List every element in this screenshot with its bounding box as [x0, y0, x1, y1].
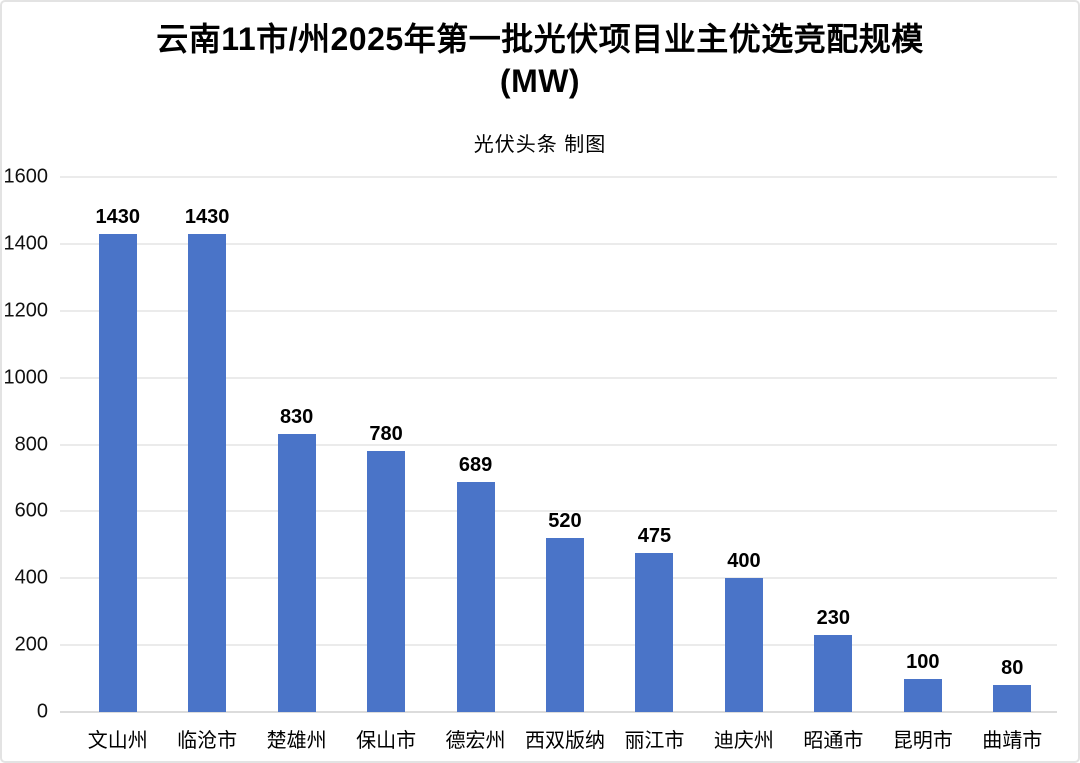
bar-保山市 [367, 451, 406, 712]
bar-楚雄州 [277, 434, 316, 712]
bars-row: 1430 文山州 1430 临沧市 830 楚雄州 780 保山市 689 德宏州 520 西双版纳 4… [73, 177, 1057, 752]
bar-slot-昭通市: 230 昭通市 [789, 177, 878, 752]
bar-value-label: 100 [906, 650, 940, 673]
gridline-0 [60, 711, 1057, 713]
bar-昆明市 [903, 678, 942, 712]
category-label: 文山州 [87, 730, 148, 752]
ytick-label-800: 800 [14, 433, 48, 455]
chart-title-text: 云南11市/州2025年第一批光伏项目业主优选竞配规模 [156, 21, 924, 57]
ytick-label-600: 600 [14, 499, 48, 522]
bar-slot-西双版纳: 520 西双版纳 [520, 177, 609, 752]
bar-迪庆州 [724, 578, 763, 712]
category-label: 西双版纳 [524, 730, 605, 752]
category-label: 丽江市 [624, 730, 685, 752]
bar-slot-德宏州: 689 德宏州 [431, 177, 520, 752]
gridline-600 [60, 510, 1057, 513]
gridline-800 [60, 443, 1057, 446]
bar-昭通市 [814, 635, 853, 712]
bar-slot-临沧市: 1430 临沧市 [162, 177, 251, 752]
bar-value-label: 1430 [95, 205, 140, 228]
bar-曲靖市 [993, 685, 1032, 712]
bar-德宏州 [456, 481, 495, 712]
ytick-label-0: 0 [36, 700, 48, 723]
bar-value-label: 689 [458, 453, 493, 476]
ytick-label-1200: 1200 [3, 299, 49, 322]
category-label: 德宏州 [445, 730, 506, 752]
category-label: 昆明市 [892, 730, 953, 752]
ytick-label-1000: 1000 [3, 366, 49, 389]
plot-area: 0 200 400 600 800 1000 1200 1400 1600 1430 文山州 143… [4, 166, 1057, 752]
bar-slot-丽江市: 475 丽江市 [610, 177, 699, 752]
chart-subtitle: 光伏头条 制图 [473, 134, 607, 157]
chart-title: 云南11市/州2025年第一批光伏项目业主优选竞配规模 (MW) [2, 19, 1078, 102]
bar-value-label: 475 [637, 525, 672, 548]
gridline-1400 [60, 242, 1057, 245]
bar-临沧市 [188, 233, 227, 712]
bar-value-label: 400 [727, 550, 761, 573]
bar-value-label: 830 [279, 406, 314, 429]
bar-丽江市 [635, 553, 674, 712]
bar-value-label: 780 [369, 423, 403, 446]
ytick-label-200: 200 [14, 633, 48, 656]
bar-slot-曲靖市: 80 曲靖市 [968, 177, 1057, 752]
bar-slot-迪庆州: 400 迪庆州 [699, 177, 788, 752]
bar-value-label: 520 [548, 510, 582, 533]
category-label: 临沧市 [177, 730, 238, 752]
category-label: 保山市 [356, 730, 417, 752]
category-label: 楚雄州 [266, 730, 327, 752]
ytick-label-400: 400 [14, 566, 48, 589]
bar-文山州 [98, 233, 137, 712]
ytick-label-1600: 1600 [3, 165, 49, 188]
bar-slot-昆明市: 100 昆明市 [878, 177, 967, 752]
bar-西双版纳 [545, 538, 584, 712]
bar-slot-保山市: 780 保山市 [341, 177, 430, 752]
bar-value-label: 80 [1001, 657, 1024, 680]
bar-slot-楚雄州: 830 楚雄州 [252, 177, 341, 752]
bar-value-label: 230 [816, 607, 851, 630]
gridline-1600 [60, 176, 1057, 178]
gridline-1000 [60, 376, 1057, 379]
category-label: 曲靖市 [982, 730, 1043, 752]
gridline-1200 [60, 309, 1057, 312]
ytick-label-1400: 1400 [3, 232, 49, 255]
chart-title-unit: (MW) [499, 62, 581, 99]
category-label: 迪庆州 [713, 730, 774, 752]
bar-value-label: 1430 [184, 205, 230, 228]
bar-slot-文山州: 1430 文山州 [73, 177, 162, 752]
category-label: 昭通市 [803, 730, 864, 752]
